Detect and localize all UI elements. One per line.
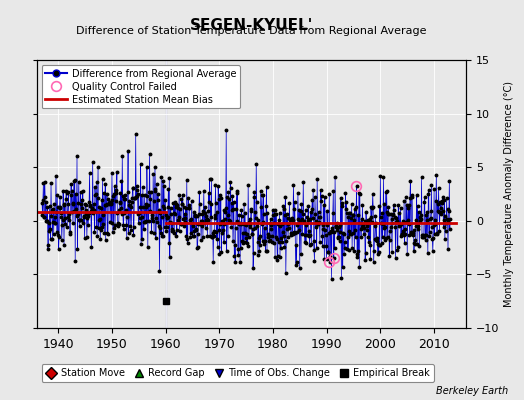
Legend: Station Move, Record Gap, Time of Obs. Change, Empirical Break: Station Move, Record Gap, Time of Obs. C…: [41, 364, 434, 382]
Y-axis label: Monthly Temperature Anomaly Difference (°C): Monthly Temperature Anomaly Difference (…: [504, 81, 514, 307]
Text: Berkeley Earth: Berkeley Earth: [436, 386, 508, 396]
Text: SEGEN-KYUEL': SEGEN-KYUEL': [190, 18, 313, 33]
Text: Difference of Station Temperature Data from Regional Average: Difference of Station Temperature Data f…: [77, 26, 427, 36]
